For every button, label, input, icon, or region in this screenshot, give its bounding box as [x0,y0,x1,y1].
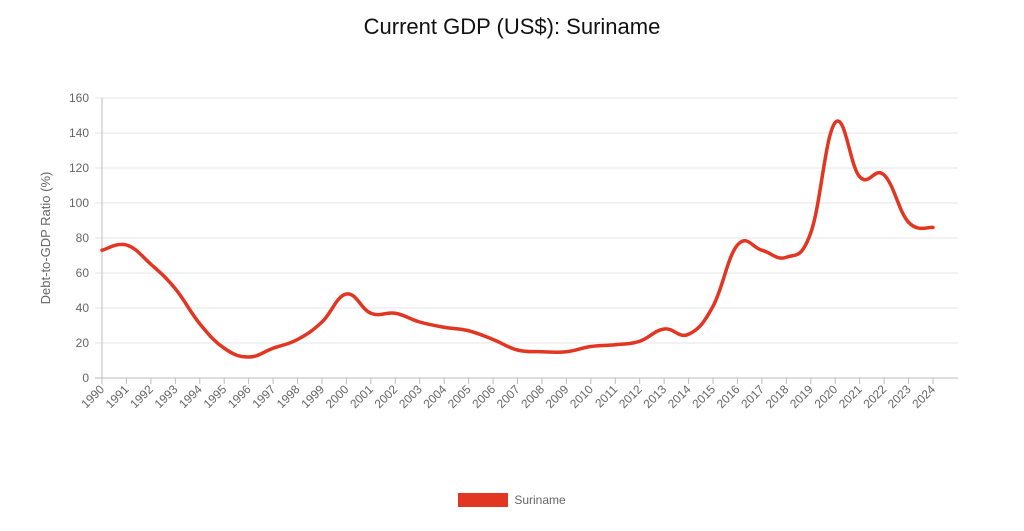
y-axis-title: Debt-to-GDP Ratio (%) [38,172,53,305]
x-tick-label: 1992 [127,382,156,411]
x-tick-label: 2012 [616,382,645,411]
data-point[interactable] [808,230,814,236]
x-tick-label: 2005 [445,382,474,411]
data-point[interactable] [466,328,472,334]
x-tick-label: 2016 [714,382,743,411]
data-point[interactable] [612,342,618,348]
data-point[interactable] [686,331,692,337]
data-point[interactable] [637,338,643,344]
y-tick-label: 60 [76,266,90,280]
x-tick-label: 2001 [347,382,376,411]
data-point[interactable] [148,261,154,267]
x-tick-label: 2017 [738,382,767,411]
data-point[interactable] [392,310,398,316]
x-tick-label: 2022 [860,382,889,411]
y-tick-label: 100 [69,196,89,210]
data-point[interactable] [563,349,569,355]
x-tick-label: 1991 [103,382,132,411]
x-tick-label: 2015 [689,382,718,411]
data-point[interactable] [588,344,594,350]
x-tick-label: 2020 [812,382,841,411]
x-tick-label: 2008 [518,382,547,411]
y-tick-labels: 0 20 40 60 80 100 120 140 160 [69,91,89,385]
x-tick-label: 2007 [494,382,523,411]
x-tick-label: 2006 [469,382,498,411]
x-tick-label: 2011 [592,382,620,410]
y-tick-label: 40 [76,301,90,315]
x-tick-label: 1998 [274,382,303,411]
data-point[interactable] [343,291,349,297]
x-tick-label: 1997 [249,382,278,411]
data-point[interactable] [295,337,301,343]
x-tick-label: 2000 [323,382,352,411]
x-tick-label: 1990 [78,382,107,411]
data-point[interactable] [99,247,105,253]
x-tick-label: 2024 [909,382,938,411]
data-point[interactable] [441,324,447,330]
y-tick-label: 0 [82,371,89,385]
y-tick-label: 20 [76,336,90,350]
data-point[interactable] [832,120,838,126]
x-tick-label: 2010 [567,382,596,411]
data-point[interactable] [539,349,545,355]
x-tick-label: 2009 [543,382,572,411]
data-point[interactable] [857,174,863,180]
data-point[interactable] [319,319,325,325]
data-point[interactable] [881,172,887,178]
data-point[interactable] [490,337,496,343]
grid-lines [95,97,958,379]
data-point[interactable] [759,247,765,253]
data-point[interactable] [661,326,667,332]
data-point[interactable] [172,286,178,292]
chart-title: Current GDP (US$): Suriname [363,14,661,39]
x-tick-label: 2003 [396,382,425,411]
data-point[interactable] [930,225,936,231]
x-tick-label: 2013 [640,382,669,411]
x-tick-label: 2002 [372,382,401,411]
data-point[interactable] [197,321,203,327]
data-point[interactable] [906,219,912,225]
x-tick-label: 1993 [152,382,181,411]
y-tick-label: 80 [76,231,90,245]
x-tick-label: 1999 [298,382,327,411]
legend: Suriname [0,493,1024,507]
x-tick-label: 2021 [836,382,865,411]
x-tick-label: 1996 [225,382,254,411]
x-tick-label: 2019 [787,382,816,411]
legend-label[interactable]: Suriname [514,493,566,507]
data-point[interactable] [123,242,129,248]
x-tick-label: 2023 [885,382,914,411]
x-tick-label: 2014 [665,382,694,411]
data-point[interactable] [368,310,374,316]
series-lines [99,119,936,360]
y-tick-label: 160 [69,91,89,105]
x-tick-labels: 1990199119921993199419951996199719981999… [78,382,938,411]
series-line-suriname[interactable] [100,119,935,359]
x-tick-label: 1994 [176,382,205,411]
legend-swatch[interactable] [458,493,509,507]
data-point[interactable] [221,345,227,351]
x-tick-label: 2018 [763,382,792,411]
x-tick-label: 1995 [201,382,230,411]
data-point[interactable] [417,319,423,325]
data-point[interactable] [734,242,740,248]
data-point[interactable] [515,347,521,353]
axes [101,98,934,384]
x-tick-label: 2004 [421,382,450,411]
data-point[interactable] [710,303,716,309]
y-tick-label: 120 [69,161,89,175]
data-point[interactable] [246,354,252,360]
data-point[interactable] [783,254,789,260]
y-tick-label: 140 [69,126,89,140]
data-point[interactable] [270,345,276,351]
